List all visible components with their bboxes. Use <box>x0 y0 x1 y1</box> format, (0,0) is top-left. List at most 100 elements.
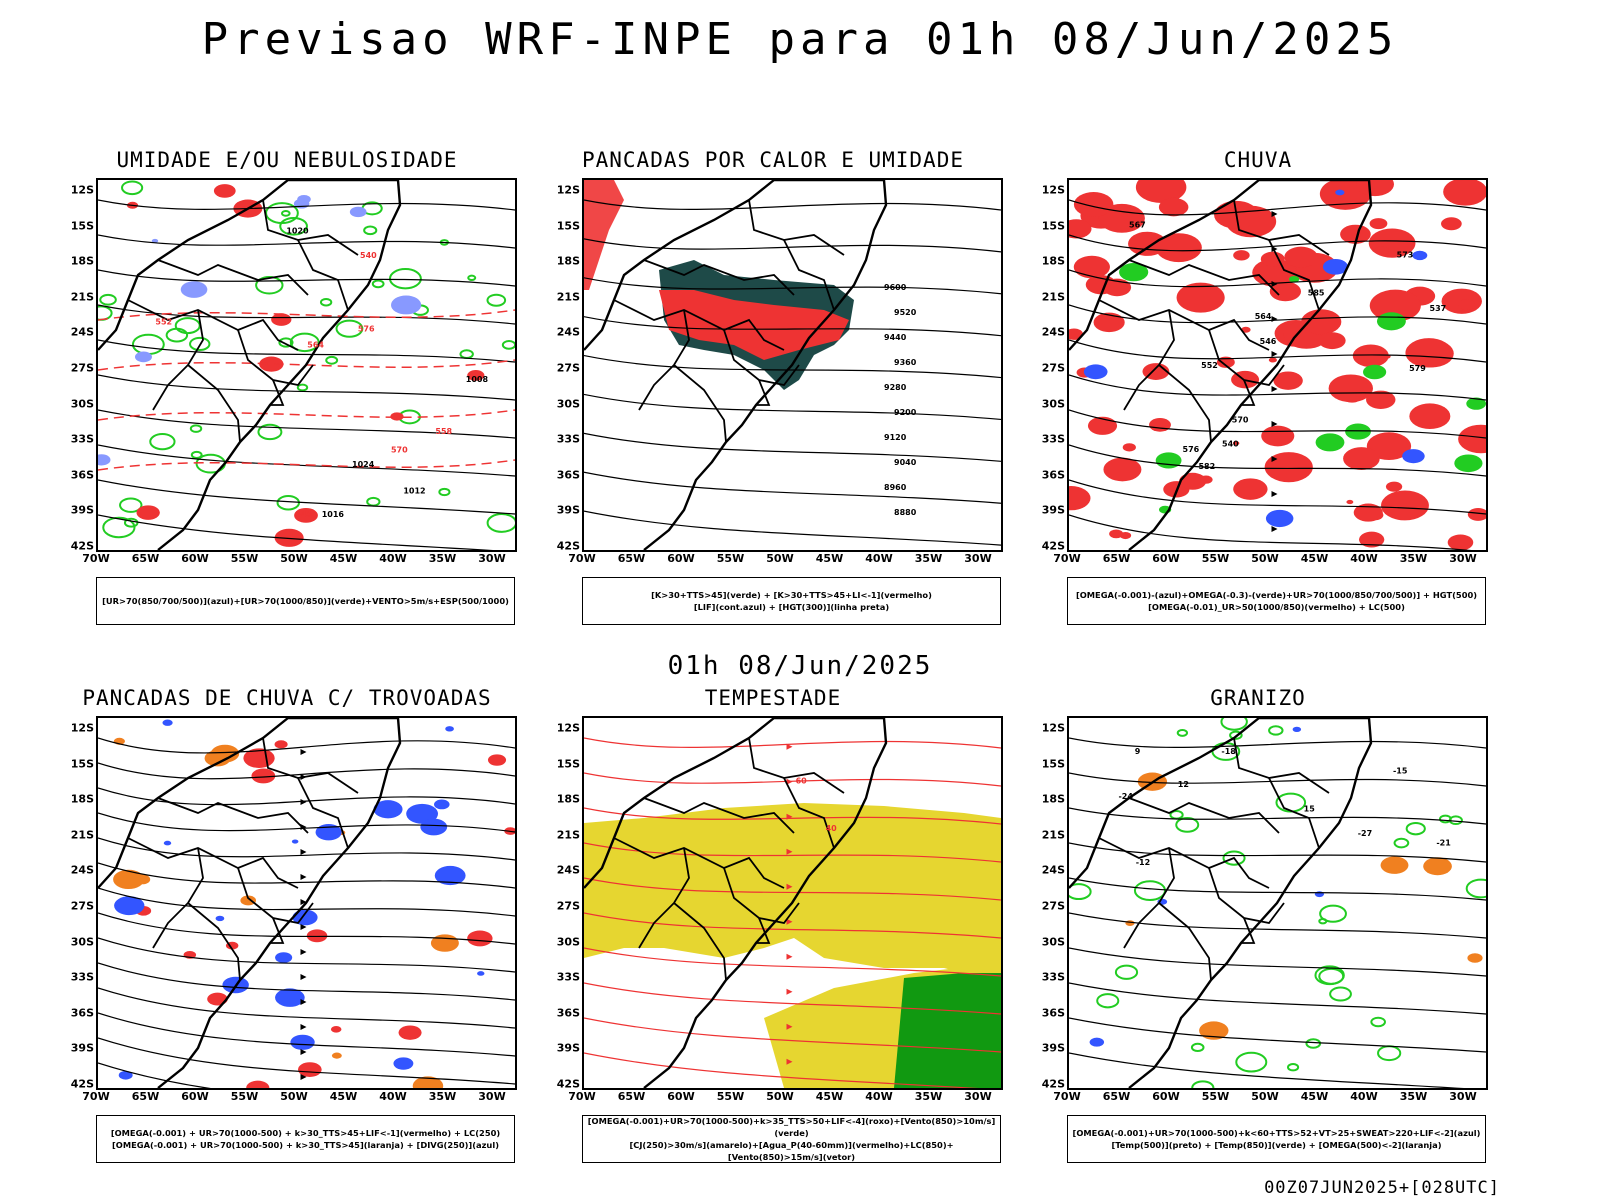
legend-line: [OMEGA(-0.01)_UR>50(1000/850)(vermelho) … <box>1148 602 1405 612</box>
precip-cell <box>102 516 136 539</box>
longitude-tick: 50W <box>280 1090 308 1103</box>
contour-label: 9520 <box>894 308 917 317</box>
forecast-map: -12 -15 -18 -21 -24 -27 9 12 15 <box>1067 716 1488 1090</box>
longitude-tick: 30W <box>964 552 992 565</box>
forecast-map: 40 60 <box>582 716 1003 1090</box>
streamline-arrow <box>1271 526 1278 532</box>
longitude-tick: 70W <box>82 1090 110 1103</box>
precip-cell <box>151 238 159 243</box>
latitude-axis: 12S 15S 18S 21S 24S 27S 30S 33S 36S 39S 42S <box>1018 716 1065 1091</box>
latitude-tick: 12S <box>1041 183 1065 197</box>
precip-cell <box>118 1070 133 1080</box>
precip-cell <box>1155 452 1182 469</box>
country-border <box>1268 239 1320 311</box>
precip-cell <box>1176 282 1225 313</box>
contour-line <box>584 737 1001 749</box>
longitude-axis: 70W 65W 60W 55W 50W 45W 40W 35W 30W <box>568 1090 1003 1106</box>
latitude-tick: 36S <box>556 1006 580 1020</box>
contour-line <box>98 862 515 889</box>
contour-line <box>98 409 515 439</box>
precip-cell <box>1176 729 1189 737</box>
precip-cell <box>430 934 459 952</box>
contour-line <box>98 887 515 917</box>
longitude-tick: 60W <box>181 1090 209 1103</box>
contour-label: 9360 <box>894 358 917 367</box>
precip-cell <box>1315 433 1345 452</box>
streamline-arrow <box>300 999 307 1005</box>
latitude-tick: 21S <box>556 290 580 304</box>
precip-cell <box>412 1076 444 1088</box>
longitude-tick: 65W <box>131 552 160 565</box>
latitude-tick: 15S <box>1041 219 1065 233</box>
contour-line <box>584 393 1001 421</box>
contour-label: 1016 <box>322 510 345 519</box>
precip-cell <box>373 800 403 819</box>
precip-cell <box>1443 180 1486 206</box>
contour-line <box>584 199 1001 211</box>
streamline-arrow <box>1271 351 1278 357</box>
contour-line <box>98 304 515 325</box>
precip-cell <box>1273 371 1303 390</box>
precip-cell <box>1109 529 1124 539</box>
contour-line <box>584 912 1001 939</box>
contour-line <box>584 432 1001 462</box>
longitude-tick: 65W <box>1102 552 1131 565</box>
latitude-tick: 42S <box>1041 1077 1065 1091</box>
precip-cell <box>294 507 318 523</box>
latitude-axis: 12S 15S 18S 21S 24S 27S 30S 33S 36S 39S 42S <box>533 178 580 553</box>
longitude-tick: 55W <box>716 552 745 565</box>
precip-cell <box>1301 309 1342 335</box>
precip-cell <box>390 295 422 315</box>
contour-line <box>98 479 515 515</box>
panel-title: UMIDADE E/OU NEBULOSIDADE <box>116 148 458 172</box>
legend-line: [CJ(250)>30m/s](amarelo)+[Agua_P(40-60mm… <box>629 1140 954 1162</box>
country-border <box>673 364 727 443</box>
map-canvas: 585 582 579 576 573 570 567 564 552 546 540 537 <box>1069 180 1486 550</box>
precip-cell <box>1133 880 1167 901</box>
precip-cell <box>1292 726 1302 733</box>
forecast-map: 1012 1016 1024 1020 1008 576 570 564 558 552 546 54… <box>96 178 517 552</box>
precip-cell <box>279 216 308 236</box>
precip-cell <box>1441 217 1462 231</box>
contour-line <box>1069 772 1486 787</box>
precip-cell <box>371 279 385 289</box>
precip-cell <box>1458 424 1486 454</box>
legend-line: [OMEGA(-0.001)-(azul)+OMEGA(-0.3)-(verde… <box>1075 590 1478 600</box>
latitude-tick: 30S <box>70 397 94 411</box>
panel-title: PANCADAS POR CALOR E UMIDADE <box>581 148 964 172</box>
longitude-axis: 70W 65W 60W 55W 50W 45W 40W 35W 30W <box>1053 1090 1488 1106</box>
contour-label: 552 <box>155 317 172 326</box>
contour-line <box>1069 409 1486 439</box>
latitude-tick: 24S <box>556 325 580 339</box>
longitude-tick: 50W <box>766 1090 794 1103</box>
contour-line <box>1069 339 1486 363</box>
precip-cell <box>98 305 113 321</box>
thickness-line <box>98 359 515 371</box>
panel-title: CHUVA <box>1223 148 1293 172</box>
precip-cell <box>1103 457 1142 482</box>
precip-cell <box>1448 815 1463 826</box>
contour-line <box>584 510 1001 546</box>
contour-line <box>98 837 515 861</box>
latitude-tick: 36S <box>70 1006 94 1020</box>
precip-cell <box>486 513 515 533</box>
precip-cell <box>274 528 304 547</box>
precip-cell <box>259 356 284 372</box>
streamline-arrow <box>786 953 793 960</box>
longitude-tick: 70W <box>568 1090 596 1103</box>
coastline <box>98 718 402 1088</box>
latitude-tick: 39S <box>70 1041 94 1055</box>
longitude-tick: 45W <box>815 552 844 565</box>
coastline <box>584 718 888 1088</box>
longitude-tick: 60W <box>1152 1090 1180 1103</box>
contour-label: 582 <box>1198 462 1215 471</box>
latitude-tick: 24S <box>1041 325 1065 339</box>
latitude-tick: 42S <box>70 539 94 553</box>
precip-cell <box>215 915 225 922</box>
contour-line <box>584 807 1001 825</box>
latitude-tick: 27S <box>70 899 94 913</box>
precip-cell <box>275 952 293 963</box>
precip-cell <box>289 332 320 353</box>
precip-cell <box>1216 356 1235 368</box>
latitude-tick: 39S <box>556 503 580 517</box>
